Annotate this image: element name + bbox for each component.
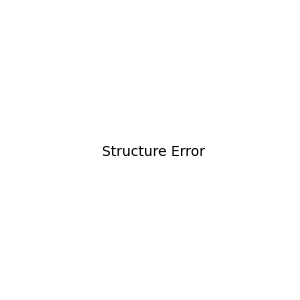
Text: Structure Error: Structure Error [102, 145, 205, 158]
